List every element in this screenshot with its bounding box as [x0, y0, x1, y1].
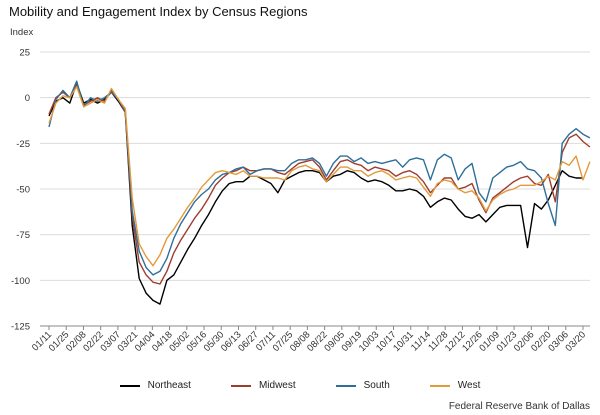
series-line-northeast [48, 82, 583, 305]
legend-item-south: South [335, 380, 390, 391]
y-tick-label: -100 [11, 276, 30, 287]
legend-swatch-northeast [119, 384, 140, 387]
legend-label-west: West [457, 380, 481, 391]
y-tick-label: 0 [25, 93, 30, 104]
legend-item-northeast: Northeast [119, 380, 191, 391]
series-line-south [48, 80, 591, 276]
legend-swatch-midwest [230, 384, 251, 387]
legend-label-south: South [363, 380, 390, 391]
x-tick-label: 03/20 [564, 329, 589, 354]
legend-swatch-west [429, 384, 450, 387]
line-chart: 250-25-50-75-100-12501/1101/2502/0802/22… [11, 48, 591, 354]
source-note: Federal Reserve Bank of Dallas [448, 401, 590, 412]
legend-label-midwest: Midwest [258, 380, 296, 391]
y-tick-label: -125 [11, 322, 30, 333]
series-line-midwest [48, 84, 591, 285]
legend-label-northeast: Northeast [147, 380, 191, 391]
y-tick-label: -25 [16, 139, 30, 150]
series-line-west [48, 85, 591, 267]
legend-item-west: West [429, 380, 481, 391]
y-axis-label: Index [10, 27, 34, 38]
legend: Northeast Midwest South West [0, 380, 600, 391]
legend-item-midwest: Midwest [230, 380, 296, 391]
y-tick-label: -75 [16, 230, 30, 241]
y-tick-label: 25 [19, 48, 30, 59]
chart-title: Mobility and Engagement Index by Census … [9, 4, 308, 19]
y-tick-label: -50 [16, 185, 30, 196]
legend-swatch-south [335, 384, 356, 387]
